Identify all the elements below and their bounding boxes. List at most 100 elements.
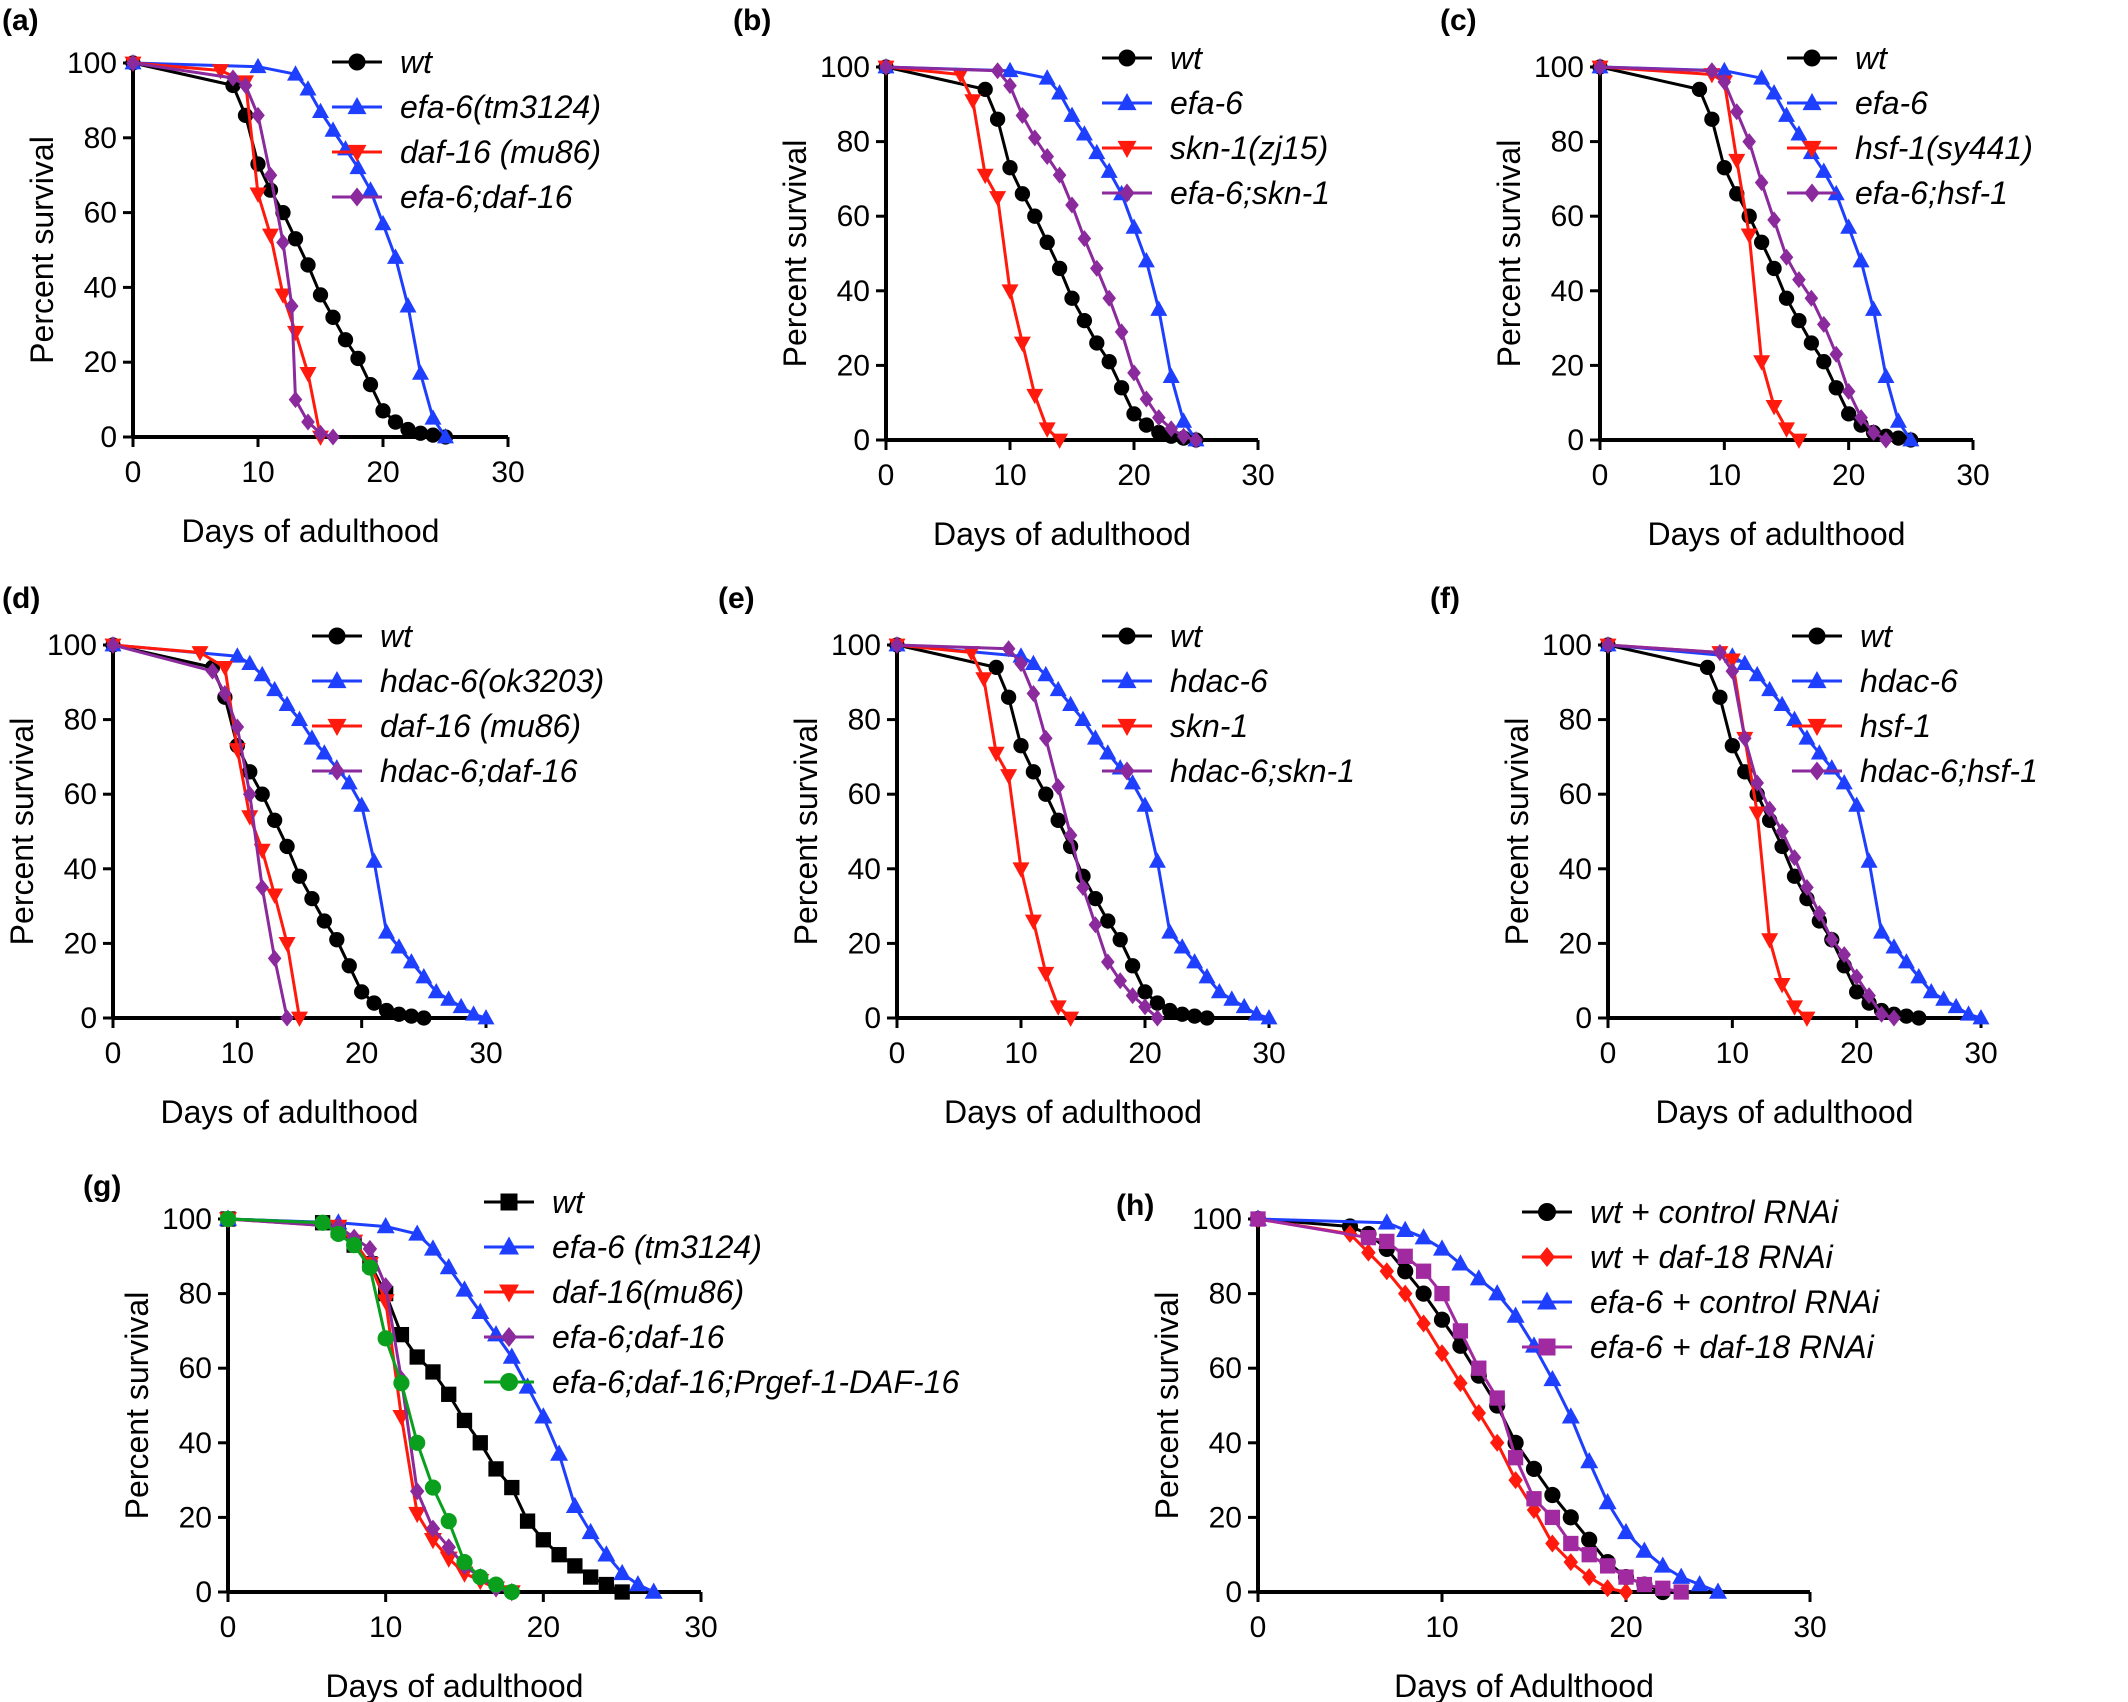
- data-point: [314, 1214, 331, 1231]
- data-point: [1960, 1005, 1978, 1021]
- data-point: [1766, 260, 1782, 277]
- legend-entry: efa-6;daf-16: [484, 1319, 725, 1355]
- data-point: [1137, 252, 1155, 268]
- series-efa-6-skn-1: [879, 58, 1203, 449]
- data-point: [1151, 424, 1167, 441]
- legend-entry: efa-6: [1102, 85, 1243, 121]
- series-line: [896, 643, 1072, 1020]
- data-point: [1125, 987, 1140, 1005]
- data-point: [1088, 916, 1103, 934]
- data-point: [1598, 1493, 1617, 1510]
- data-point: [1508, 1471, 1523, 1490]
- panel-label: (c): [1440, 4, 1477, 37]
- data-point: [1885, 938, 1903, 954]
- data-point: [1748, 665, 1766, 682]
- panel-label: (a): [2, 4, 39, 37]
- x-tick-label: 30: [1241, 459, 1274, 492]
- series-wt: [220, 1211, 630, 1600]
- legend-label: skn-1(zj15): [1170, 130, 1328, 166]
- data-point: [1001, 284, 1019, 300]
- data-point: [471, 1302, 490, 1319]
- data-point: [425, 1519, 441, 1538]
- y-tick-label: 0: [1567, 424, 1584, 457]
- data-point: [291, 710, 308, 726]
- data-point: [266, 680, 284, 697]
- data-point: [1062, 695, 1080, 712]
- data-point: [1525, 1460, 1543, 1478]
- data-point: [1377, 1213, 1396, 1230]
- data-point: [613, 1563, 632, 1581]
- y-tick-label: 20: [179, 1501, 212, 1534]
- legend-label: wt: [1170, 40, 1203, 76]
- data-point: [1742, 133, 1756, 151]
- legend-entry: hdac-6(ok3203): [312, 663, 604, 699]
- y-tick-label: 60: [1551, 200, 1584, 233]
- legend-label: hdac-6;hsf-1: [1860, 753, 2038, 789]
- data-point: [1038, 422, 1056, 438]
- data-point: [374, 214, 392, 231]
- data-point: [1828, 380, 1844, 396]
- legend-entry: daf-16(mu86): [484, 1274, 744, 1310]
- y-tick-label: 60: [64, 778, 97, 811]
- data-point: [291, 868, 308, 884]
- x-tick-label: 10: [241, 456, 274, 489]
- y-tick-label: 40: [64, 853, 97, 886]
- series-hdac-6-hsf-1: [1601, 636, 1901, 1027]
- data-point: [362, 181, 379, 197]
- data-point: [1740, 228, 1758, 244]
- y-tick-label: 60: [837, 200, 870, 233]
- data-point: [1902, 431, 1920, 447]
- x-tick-label: 10: [1004, 1037, 1037, 1070]
- data-point: [1040, 148, 1054, 166]
- data-point: [423, 1239, 442, 1256]
- data-point: [1112, 932, 1128, 948]
- data-point: [1100, 913, 1116, 929]
- data-point: [1691, 81, 1708, 98]
- data-point: [312, 287, 329, 303]
- data-point: [1787, 849, 1802, 867]
- legend-marker: [500, 1373, 518, 1391]
- legend-label: efa-6: [1855, 85, 1928, 121]
- data-point: [1152, 409, 1166, 427]
- data-point: [1563, 1535, 1579, 1552]
- data-point: [1416, 1314, 1431, 1333]
- y-axis-title: Percent survival: [788, 718, 824, 946]
- data-point: [226, 69, 240, 87]
- data-point: [1791, 312, 1807, 329]
- data-point: [1816, 354, 1832, 370]
- x-tick-label: 0: [125, 456, 142, 489]
- data-point: [1600, 1579, 1615, 1598]
- y-axis-title: Percent survival: [1491, 140, 1527, 368]
- series-line: [885, 65, 1198, 441]
- data-point: [1414, 1228, 1433, 1245]
- legend-marker: [1804, 183, 1820, 203]
- legend-label: wt: [380, 618, 413, 654]
- data-point: [1027, 208, 1043, 224]
- data-point: [1580, 1452, 1599, 1469]
- data-point: [1189, 431, 1203, 449]
- y-tick-label: 60: [1559, 778, 1592, 811]
- data-point: [350, 350, 366, 367]
- legend-label: hdac-6;skn-1: [1170, 753, 1355, 789]
- data-point: [390, 938, 408, 954]
- data-point: [402, 953, 420, 969]
- data-point: [1013, 336, 1031, 352]
- data-point: [1488, 1284, 1507, 1301]
- data-point: [1935, 990, 1953, 1006]
- data-point: [1860, 852, 1878, 868]
- legend-marker: [1119, 761, 1135, 781]
- data-point: [1736, 654, 1754, 671]
- data-point: [1653, 1556, 1672, 1573]
- data-point: [989, 111, 1006, 127]
- data-point: [1810, 744, 1828, 760]
- data-point: [1397, 1263, 1414, 1280]
- data-point: [1804, 289, 1819, 307]
- data-point: [1014, 655, 1028, 673]
- data-point: [1618, 1569, 1634, 1585]
- legend-label: wt: [1170, 618, 1203, 654]
- data-point: [1717, 73, 1732, 91]
- data-point: [278, 937, 296, 953]
- data-point: [1124, 958, 1141, 974]
- data-point: [1725, 662, 1740, 680]
- data-point: [440, 990, 458, 1006]
